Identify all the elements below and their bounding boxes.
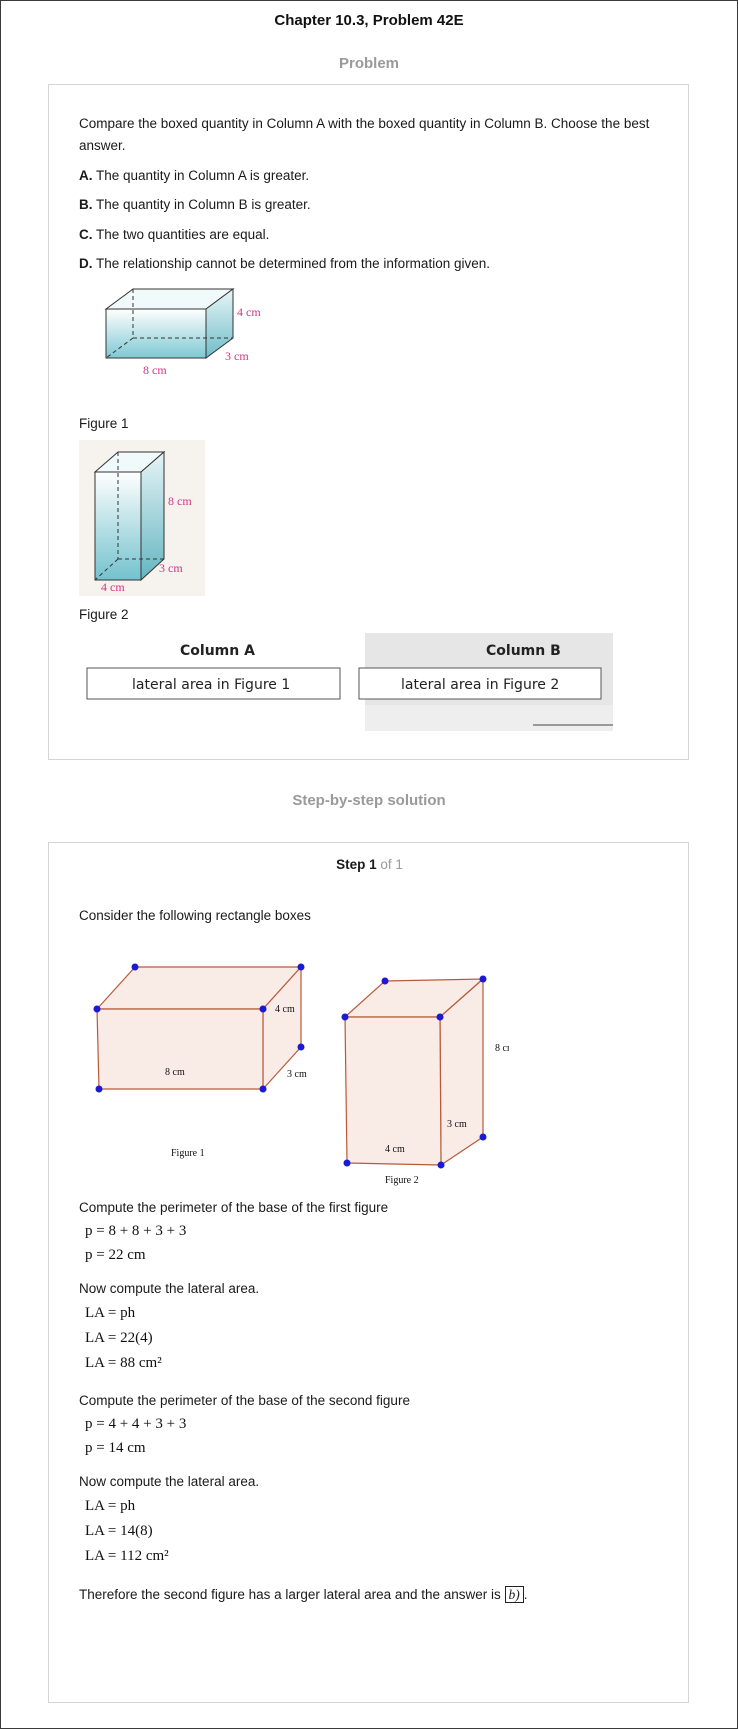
sol-fig1-length-label: 8 cm bbox=[165, 1067, 185, 1078]
problem-figure-2: 8 cm 3 cm 4 cm bbox=[79, 440, 205, 596]
problem-figure-2-caption: Figure 2 bbox=[79, 607, 129, 622]
math-1b: p = 22 cm bbox=[85, 1247, 146, 1263]
step-indicator: Step 1 of 1 bbox=[336, 857, 403, 872]
sol-fig1-caption: Figure 1 bbox=[171, 1148, 205, 1159]
math-3b: p = 14 cm bbox=[85, 1440, 146, 1456]
math-4a: LA = ph bbox=[85, 1498, 136, 1514]
column-a-heading: Column A bbox=[180, 643, 255, 659]
solution-intro: Consider the following rectangle boxes bbox=[79, 908, 311, 923]
fig1-height-label: 4 cm bbox=[237, 305, 261, 319]
math-2b: LA = 22(4) bbox=[85, 1330, 153, 1346]
math-4b: LA = 14(8) bbox=[85, 1523, 153, 1539]
sol-fig2-caption: Figure 2 bbox=[385, 1175, 419, 1186]
math-4c: LA = 112 cm² bbox=[85, 1548, 169, 1564]
page-title: Chapter 10.3, Problem 42E bbox=[274, 12, 464, 29]
solution-line-2: Now compute the lateral area. bbox=[79, 1281, 260, 1296]
sol-fig1-depth-label: 3 cm bbox=[287, 1069, 307, 1080]
problem-figure-1-caption: Figure 1 bbox=[79, 416, 129, 431]
solution-conclusion: Therefore the second figure has a larger… bbox=[79, 1586, 528, 1603]
sol-fig1-height-label: 4 cm bbox=[275, 1004, 295, 1015]
sol-fig2-height-label: 8 cm bbox=[495, 1043, 509, 1054]
column-b-heading: Column B bbox=[486, 643, 561, 659]
choice-a: A. The quantity in Column A is greater. bbox=[79, 168, 310, 183]
math-2a: LA = ph bbox=[85, 1305, 136, 1321]
problem-intro: Compare the boxed quantity in Column A w… bbox=[79, 116, 650, 153]
math-2c: LA = 88 cm² bbox=[85, 1355, 162, 1371]
choice-b: B. The quantity in Column B is greater. bbox=[79, 197, 311, 212]
answer-box: b) bbox=[504, 1586, 524, 1603]
column-comparison: Column A Column B lateral area in Figure… bbox=[86, 633, 613, 731]
solution-card: Step 1 of 1 Consider the following recta… bbox=[48, 842, 689, 1703]
solution-heading: Step-by-step solution bbox=[292, 792, 446, 809]
problem-heading: Problem bbox=[338, 55, 399, 72]
choice-d: D. The relationship cannot be determined… bbox=[79, 256, 490, 271]
solution-line-3: Compute the perimeter of the base of the… bbox=[79, 1393, 410, 1408]
fig2-height-label: 8 cm bbox=[168, 494, 192, 508]
problem-card: Compare the boxed quantity in Column A w… bbox=[48, 84, 689, 760]
solution-line-1: Compute the perimeter of the base of the… bbox=[79, 1200, 389, 1215]
solution-line-4: Now compute the lateral area. bbox=[79, 1474, 260, 1489]
math-3a: p = 4 + 4 + 3 + 3 bbox=[85, 1416, 187, 1432]
solution-figures: 4 cm 3 cm 8 cm Figure 1 8 cm 3 cm 4 cm F… bbox=[93, 963, 509, 1186]
column-a-text: lateral area in Figure 1 bbox=[132, 677, 290, 693]
column-b-text: lateral area in Figure 2 bbox=[401, 677, 559, 693]
choice-c: C. The two quantities are equal. bbox=[79, 227, 270, 242]
problem-figure-1: 4 cm 3 cm 8 cm bbox=[104, 288, 261, 377]
math-1a: p = 8 + 8 + 3 + 3 bbox=[85, 1223, 187, 1239]
sol-fig2-depth-label: 3 cm bbox=[447, 1119, 467, 1130]
fig2-width-label: 4 cm bbox=[101, 580, 125, 594]
fig2-depth-label: 3 cm bbox=[159, 561, 183, 575]
sol-fig2-width-label: 4 cm bbox=[385, 1144, 405, 1155]
fig1-length-label: 8 cm bbox=[143, 363, 167, 377]
fig1-depth-label: 3 cm bbox=[225, 349, 249, 363]
